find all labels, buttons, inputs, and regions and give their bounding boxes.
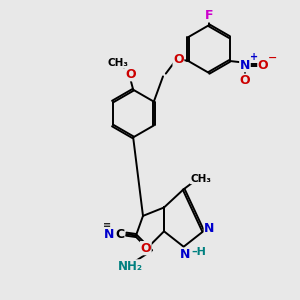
Text: CH₃: CH₃ <box>190 174 212 184</box>
Text: –H: –H <box>191 247 206 256</box>
Text: C: C <box>116 228 124 241</box>
Text: CH₃: CH₃ <box>107 58 128 68</box>
Text: N: N <box>180 248 190 261</box>
Text: −: − <box>268 53 277 63</box>
Text: N: N <box>204 222 214 235</box>
Text: ≡: ≡ <box>103 220 111 230</box>
Text: O: O <box>173 53 184 66</box>
Text: N: N <box>240 59 250 72</box>
Text: O: O <box>258 59 268 72</box>
Text: O: O <box>140 242 151 255</box>
Text: O: O <box>125 68 136 81</box>
Text: O: O <box>240 74 250 87</box>
Text: N: N <box>104 228 115 241</box>
Text: +: + <box>250 52 258 62</box>
Text: F: F <box>205 9 213 22</box>
Text: NH₂: NH₂ <box>118 260 143 273</box>
